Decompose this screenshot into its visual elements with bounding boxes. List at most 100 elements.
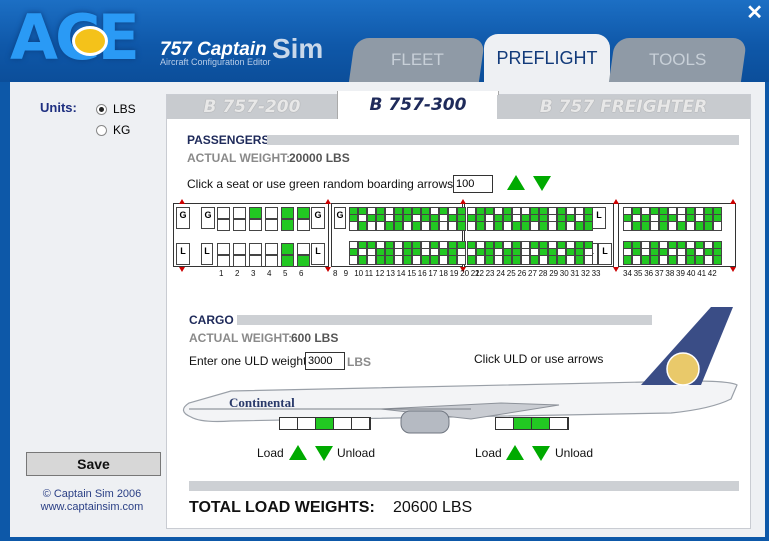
seat-economy[interactable] — [494, 255, 503, 265]
seat-economy[interactable] — [403, 221, 412, 231]
seat-economy[interactable] — [476, 221, 485, 231]
seat-economy[interactable] — [677, 221, 686, 231]
seat-economy[interactable] — [650, 255, 659, 265]
seat-economy[interactable] — [695, 255, 704, 265]
seat-economy[interactable] — [641, 221, 650, 231]
seat-economy[interactable] — [485, 221, 494, 231]
fwd-unload-down-arrow-icon[interactable] — [315, 446, 333, 461]
seat-economy[interactable] — [695, 221, 704, 231]
unit-lbs-radio[interactable]: LBS — [96, 102, 136, 116]
seat-economy[interactable] — [548, 221, 557, 231]
seat-economy[interactable] — [349, 221, 358, 231]
uld-container[interactable] — [550, 418, 568, 429]
seat-first-row5[interactable] — [281, 207, 294, 219]
seat-economy[interactable] — [430, 255, 439, 265]
uld-container[interactable] — [496, 418, 514, 429]
tab-757-200[interactable]: B 757-200 — [167, 95, 337, 119]
seat-economy[interactable] — [521, 221, 530, 231]
seat-economy[interactable] — [467, 221, 476, 231]
seat-first-row4[interactable] — [265, 207, 278, 219]
seat-economy[interactable] — [713, 221, 722, 231]
seat-economy[interactable] — [668, 221, 677, 231]
tab-tools[interactable]: TOOLS — [608, 38, 748, 82]
seat-economy[interactable] — [403, 255, 412, 265]
seat-economy[interactable] — [421, 221, 430, 231]
seat-first-row3[interactable] — [249, 243, 262, 255]
uld-container[interactable] — [514, 418, 532, 429]
seat-economy[interactable] — [457, 255, 466, 265]
seat-economy[interactable] — [467, 255, 476, 265]
seat-economy[interactable] — [539, 255, 548, 265]
seat-economy[interactable] — [548, 255, 557, 265]
seat-first-row1[interactable] — [217, 255, 230, 267]
seat-economy[interactable] — [358, 221, 367, 231]
website-link[interactable]: www.captainsim.com — [40, 501, 144, 513]
seat-economy[interactable] — [704, 255, 713, 265]
seat-first-row4[interactable] — [265, 243, 278, 255]
seat-first-row6[interactable] — [297, 255, 310, 267]
aft-load-up-arrow-icon[interactable] — [506, 445, 524, 460]
fwd-load-up-arrow-icon[interactable] — [289, 445, 307, 460]
seat-economy[interactable] — [521, 255, 530, 265]
seat-economy[interactable] — [659, 255, 668, 265]
seat-economy[interactable] — [457, 221, 466, 231]
uld-container[interactable] — [352, 418, 370, 429]
seat-economy[interactable] — [494, 221, 503, 231]
seat-economy[interactable] — [385, 221, 394, 231]
seat-first-row5[interactable] — [281, 219, 294, 231]
seat-economy[interactable] — [421, 255, 430, 265]
seat-economy[interactable] — [439, 255, 448, 265]
seat-first-row6[interactable] — [297, 243, 310, 255]
seat-economy[interactable] — [713, 255, 722, 265]
uld-weight-input[interactable]: 3000 — [305, 352, 345, 370]
seat-economy[interactable] — [367, 221, 376, 231]
seat-first-row1[interactable] — [217, 219, 230, 231]
seat-first-row2[interactable] — [233, 243, 246, 255]
seat-economy[interactable] — [412, 255, 421, 265]
tab-757-300[interactable]: B 757-300 — [337, 91, 499, 119]
seat-economy[interactable] — [575, 255, 584, 265]
uld-container[interactable] — [298, 418, 316, 429]
seat-economy[interactable] — [394, 255, 403, 265]
seat-economy[interactable] — [584, 255, 593, 265]
pax-board-up-arrow-icon[interactable] — [507, 175, 525, 190]
seat-economy[interactable] — [485, 255, 494, 265]
uld-container[interactable] — [280, 418, 298, 429]
seat-economy[interactable] — [632, 221, 641, 231]
seat-economy[interactable] — [448, 221, 457, 231]
aft-unload-down-arrow-icon[interactable] — [532, 446, 550, 461]
unit-kg-radio[interactable]: KG — [96, 123, 130, 137]
pax-board-down-arrow-icon[interactable] — [533, 176, 551, 191]
seat-economy[interactable] — [439, 221, 448, 231]
seat-economy[interactable] — [566, 255, 575, 265]
seat-economy[interactable] — [530, 221, 539, 231]
seat-first-row1[interactable] — [217, 207, 230, 219]
seat-economy[interactable] — [430, 221, 439, 231]
uld-container[interactable] — [532, 418, 550, 429]
uld-container[interactable] — [316, 418, 334, 429]
seat-first-row2[interactable] — [233, 219, 246, 231]
seat-economy[interactable] — [394, 221, 403, 231]
seat-economy[interactable] — [376, 255, 385, 265]
seat-economy[interactable] — [584, 221, 593, 231]
seat-economy[interactable] — [448, 255, 457, 265]
save-button[interactable]: Save — [26, 452, 161, 476]
seat-economy[interactable] — [677, 255, 686, 265]
seat-first-row3[interactable] — [249, 219, 262, 231]
seat-first-row5[interactable] — [281, 243, 294, 255]
seat-economy[interactable] — [641, 255, 650, 265]
seat-economy[interactable] — [704, 221, 713, 231]
seat-first-row2[interactable] — [233, 255, 246, 267]
seat-first-row1[interactable] — [217, 243, 230, 255]
seat-economy[interactable] — [349, 255, 358, 265]
seat-first-row3[interactable] — [249, 207, 262, 219]
uld-container[interactable] — [334, 418, 352, 429]
seat-economy[interactable] — [376, 221, 385, 231]
seat-economy[interactable] — [503, 221, 512, 231]
tab-fleet[interactable]: FLEET — [348, 38, 486, 82]
seat-economy[interactable] — [476, 255, 485, 265]
seat-economy[interactable] — [575, 221, 584, 231]
seat-economy[interactable] — [512, 255, 521, 265]
seat-first-row4[interactable] — [265, 219, 278, 231]
seat-economy[interactable] — [623, 255, 632, 265]
